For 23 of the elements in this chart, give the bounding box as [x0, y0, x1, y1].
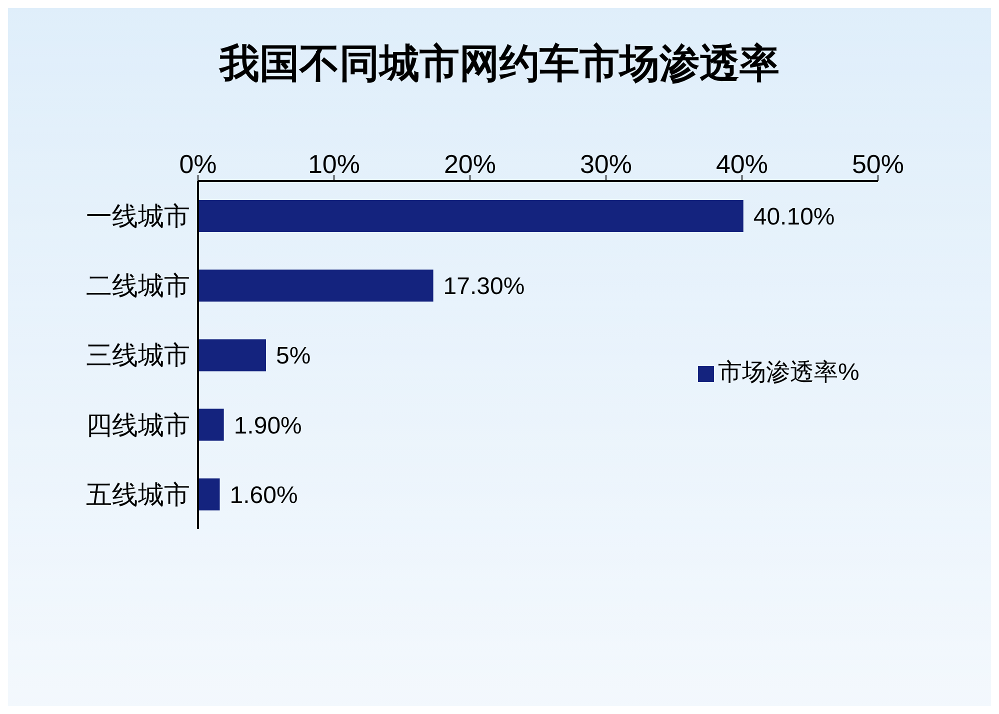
bar [198, 200, 744, 232]
chart-title: 我国不同城市网约车市场渗透率 [218, 41, 780, 88]
y-tick-label: 四线城市 [86, 410, 190, 440]
data-label: 1.60% [230, 482, 298, 509]
x-tick-label: 10% [308, 149, 360, 179]
bar [198, 339, 266, 372]
y-tick-label: 一线城市 [86, 201, 190, 232]
legend-label: 市场渗透率% [718, 359, 860, 386]
bar [198, 270, 434, 302]
x-tick-label: 0% [179, 149, 217, 179]
x-tick-label: 50% [852, 149, 904, 179]
x-tick-label: 30% [580, 149, 632, 179]
bar [198, 478, 220, 510]
y-tick-label: 五线城市 [86, 479, 190, 510]
y-tick-label: 三线城市 [86, 340, 190, 370]
x-tick-label: 40% [716, 149, 768, 179]
data-label: 5% [276, 342, 311, 370]
y-tick-label: 二线城市 [86, 270, 190, 301]
x-tick-label: 20% [444, 149, 496, 179]
bar [198, 408, 224, 441]
data-label: 17.30% [443, 273, 525, 300]
data-label: 40.10% [753, 204, 835, 231]
data-label: 1.90% [234, 412, 302, 440]
